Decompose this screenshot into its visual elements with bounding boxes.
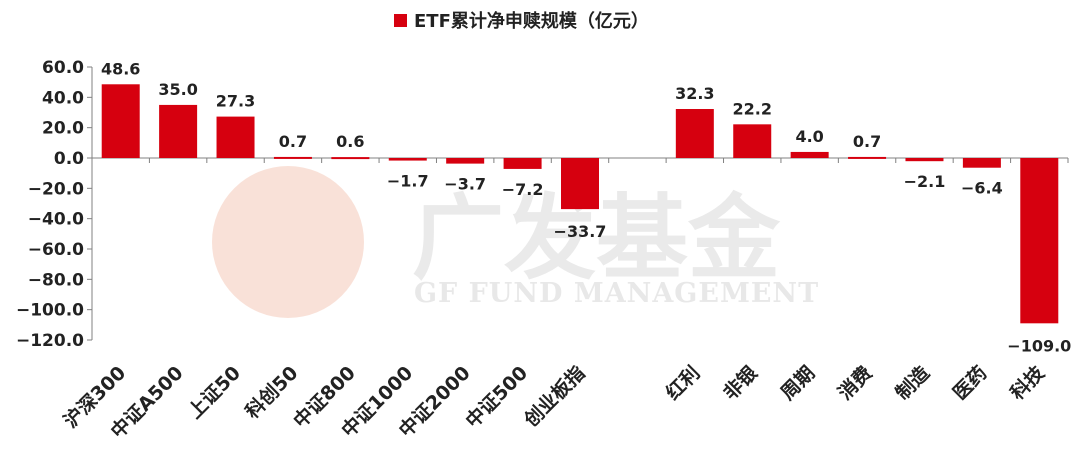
y-tick-label: −80.0 — [28, 270, 84, 290]
data-label: −3.7 — [444, 175, 486, 194]
legend-label: ETF累计净申赎规模（亿元） — [414, 10, 649, 32]
category-label: 创业板指 — [519, 361, 590, 432]
category-label: 中证500 — [461, 361, 532, 432]
bar — [446, 158, 485, 164]
category-label: 周期 — [777, 362, 819, 404]
data-label: 35.0 — [158, 80, 197, 99]
bar — [561, 158, 599, 210]
x-axis-labels: 沪深300中证A500上证50科创50中证800中证1000中证2000中证50… — [59, 361, 1049, 443]
data-label: 22.2 — [732, 99, 771, 118]
bar — [848, 156, 887, 159]
category-label: 科技 — [1006, 361, 1050, 405]
data-label: 0.7 — [279, 132, 307, 151]
category-label: 红利 — [661, 361, 704, 404]
bar — [388, 158, 427, 161]
category-label: 消费 — [833, 361, 876, 404]
data-label: 0.6 — [336, 132, 364, 151]
bar — [216, 116, 255, 158]
data-label: 0.7 — [853, 132, 881, 151]
category-label: 制造 — [891, 361, 935, 405]
category-label: 上证50 — [184, 362, 245, 423]
bar — [101, 84, 140, 158]
legend: ETF累计净申赎规模（亿元） — [394, 10, 649, 32]
data-label: −33.7 — [554, 222, 607, 241]
data-label: 32.3 — [675, 84, 714, 103]
bar — [159, 104, 198, 158]
data-label: −2.1 — [904, 172, 946, 191]
y-tick-label: −100.0 — [16, 301, 84, 321]
data-label: −109.0 — [1007, 336, 1071, 355]
data-labels: 48.6 35.0 27.3 0.7 0.6 −1.7 −3.7 −7.2 −33.7 32.3 2… — [101, 59, 1071, 355]
y-axis: 60.0 40.0 20.0 0.0 −20.0 −40.0 −60.0 −80.0 −100.… — [16, 58, 1069, 351]
category-label: 非银 — [719, 361, 763, 405]
legend-swatch — [394, 14, 407, 27]
category-label: 医药 — [948, 361, 991, 404]
watermark-logo-circle — [212, 166, 364, 318]
data-label: −7.2 — [502, 180, 544, 199]
bar — [905, 158, 944, 162]
bars — [101, 84, 1059, 324]
watermark-en: GF FUND MANAGEMENT — [414, 278, 819, 309]
bar — [1020, 158, 1059, 324]
data-label: 48.6 — [101, 59, 140, 78]
data-label: 4.0 — [795, 127, 823, 146]
bar — [675, 109, 714, 158]
y-tick-label: −20.0 — [28, 179, 84, 199]
bar — [962, 158, 1001, 168]
y-tick-label: −40.0 — [28, 210, 84, 230]
bar — [733, 124, 772, 158]
bar — [331, 157, 370, 160]
bar — [273, 156, 312, 159]
watermark: 广发基金 GF FUND MANAGEMENT — [212, 166, 819, 318]
y-tick-label: 0.0 — [54, 149, 84, 169]
data-label: −1.7 — [387, 172, 429, 191]
data-label: −6.4 — [961, 179, 1003, 198]
bar — [790, 151, 829, 158]
y-tick-label: −60.0 — [28, 240, 84, 260]
y-tick-label: 60.0 — [42, 58, 84, 78]
y-tick-label: 20.0 — [42, 119, 84, 139]
y-tick-label: −120.0 — [16, 331, 84, 351]
bar — [503, 158, 542, 169]
y-tick-label: 40.0 — [42, 88, 84, 108]
data-label: 27.3 — [216, 92, 255, 111]
